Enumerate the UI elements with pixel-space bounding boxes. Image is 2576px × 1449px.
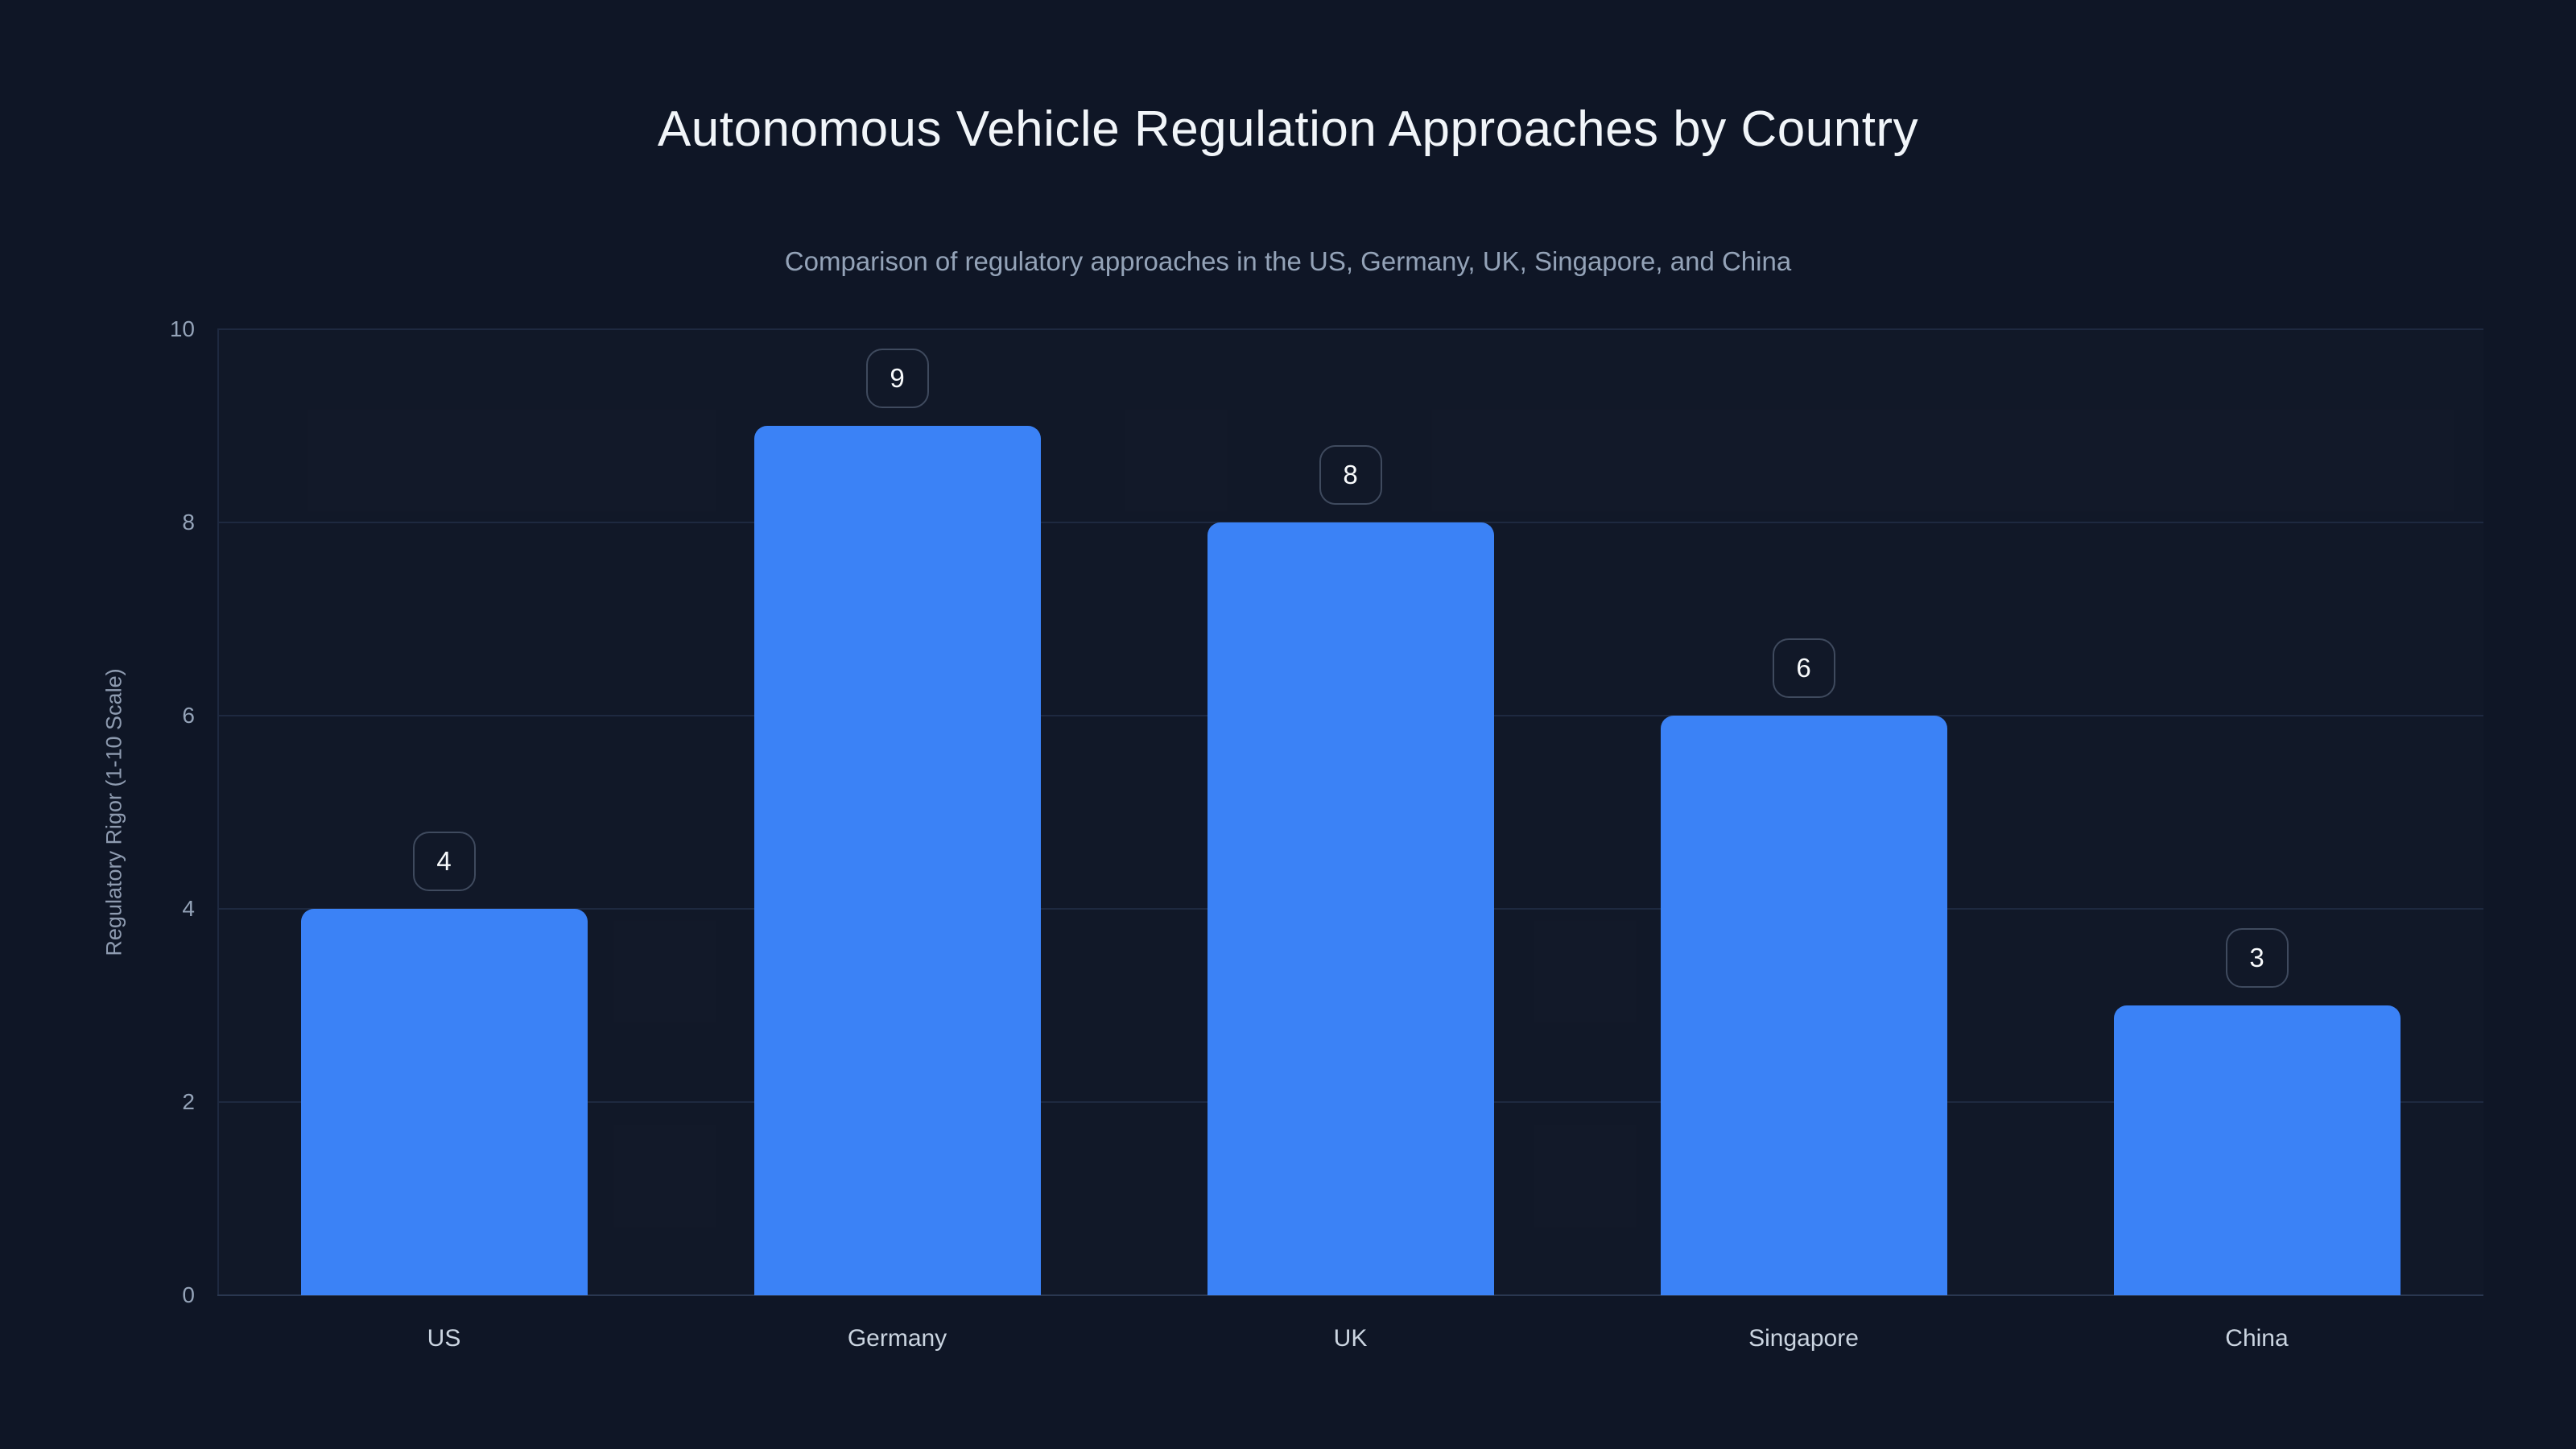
bar-singapore — [1660, 716, 1947, 1295]
x-axis-label-germany: Germany — [847, 1325, 947, 1352]
x-axis-label-china: China — [2225, 1325, 2289, 1352]
y-tick-label-2: 2 — [182, 1089, 195, 1114]
y-tick-label-8: 8 — [182, 510, 195, 535]
chart-title: Autonomous Vehicle Regulation Approaches… — [657, 101, 1919, 157]
bar-china — [2113, 1005, 2401, 1295]
bar-uk — [1207, 522, 1494, 1295]
x-axis-label-us: US — [427, 1325, 461, 1352]
value-badge-china: 3 — [2225, 928, 2289, 988]
chart-subtitle: Comparison of regulatory approaches in t… — [784, 246, 1792, 276]
x-axis-label-singapore: Singapore — [1748, 1325, 1859, 1352]
x-axis-label-uk: UK — [1333, 1325, 1368, 1352]
y-tick-label-4: 4 — [182, 896, 195, 921]
value-badge-germany: 9 — [865, 349, 929, 408]
bar-us — [300, 909, 588, 1295]
y-tick-label-6: 6 — [182, 703, 195, 728]
gridline-y-0 — [217, 1294, 2483, 1296]
value-badge-uk: 8 — [1319, 445, 1382, 505]
y-axis-spine — [217, 329, 219, 1295]
y-tick-label-10: 10 — [169, 316, 195, 341]
value-badge-us: 4 — [412, 832, 476, 891]
y-tick-label-0: 0 — [182, 1282, 195, 1307]
gridline-y-10 — [217, 328, 2483, 330]
bar-germany — [753, 426, 1041, 1295]
value-badge-singapore: 6 — [1772, 638, 1835, 698]
plot-area: 4 9 8 6 3 — [217, 328, 2483, 1296]
